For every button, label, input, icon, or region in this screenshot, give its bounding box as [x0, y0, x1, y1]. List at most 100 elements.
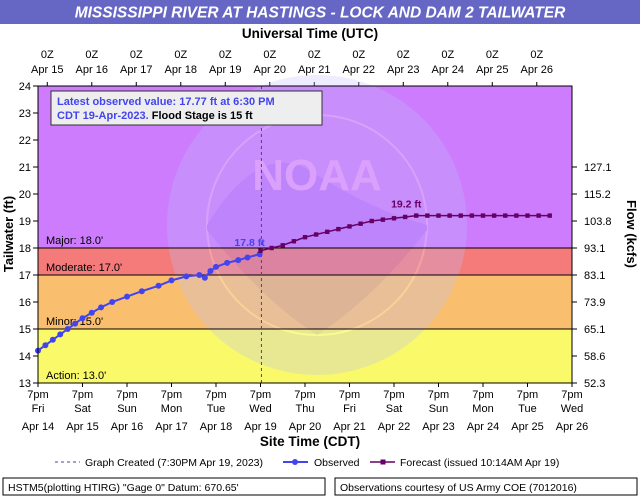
- observed-point: [42, 342, 49, 349]
- legend-observed-label: Observed: [314, 457, 360, 469]
- y-tick-label: 15: [19, 324, 31, 336]
- band-minor: [38, 275, 572, 329]
- y-tick-label: 18: [19, 243, 31, 255]
- utc-tick-date: Apr 25: [476, 64, 508, 76]
- observed-point: [109, 299, 116, 305]
- flow-tick-label: 93.1: [584, 243, 605, 255]
- utc-tick-date: Apr 17: [120, 64, 152, 76]
- cdt-tick-time: 7pm: [472, 389, 493, 401]
- left-axis-title: Tailwater (ft): [1, 196, 16, 272]
- utc-tick-date: Apr 23: [387, 64, 419, 76]
- utc-tick-time: 0Z: [130, 49, 143, 61]
- cdt-tick-date: Apr 25: [511, 421, 543, 433]
- forecast-point: [280, 243, 285, 248]
- legend: Graph Created (7:30PM Apr 19, 2023) Obse…: [55, 457, 559, 469]
- y-tick-label: 19: [19, 216, 31, 228]
- top-axis-title: Universal Time (UTC): [242, 26, 378, 41]
- forecast-point: [480, 213, 486, 218]
- utc-tick-time: 0Z: [308, 49, 321, 61]
- noaa-watermark-text: NOAA: [252, 151, 382, 200]
- observed-point: [49, 336, 56, 343]
- cdt-tick-date: Apr 16: [111, 421, 143, 433]
- y-tick-label: 23: [19, 108, 31, 120]
- cdt-tick-weekday: Sun: [117, 403, 137, 415]
- utc-tick-time: 0Z: [85, 49, 98, 61]
- utc-tick-time: 0Z: [263, 49, 276, 61]
- utc-tick-date: Apr 15: [31, 64, 63, 76]
- cdt-tick-date: Apr 14: [22, 421, 54, 433]
- chart-title: MISSISSIPPI RIVER AT HASTINGS - LOCK AND…: [75, 5, 566, 22]
- forecast-point: [336, 226, 341, 232]
- cdt-tick-date: Apr 24: [467, 421, 499, 433]
- threshold-label-major: Major: 18.0': [46, 235, 103, 247]
- y-tick-label: 24: [19, 81, 31, 93]
- utc-tick-date: Apr 19: [209, 64, 241, 76]
- noaa-watermark: NOAA: [167, 75, 467, 375]
- forecast-point: [313, 232, 319, 237]
- band-moderate: [38, 248, 572, 275]
- forecast-point: [536, 213, 541, 218]
- utc-tick-date: Apr 20: [254, 64, 286, 76]
- cdt-tick-weekday: Fri: [343, 403, 356, 415]
- cdt-tick-date: Apr 15: [66, 421, 98, 433]
- observed-point: [72, 320, 79, 327]
- footer-right-box: [334, 477, 638, 496]
- forecast-point: [547, 213, 552, 218]
- cdt-tick-time: 7pm: [205, 389, 226, 401]
- threshold-label-action: Action: 13.0': [46, 370, 106, 382]
- observed-point: [224, 259, 231, 266]
- cdt-tick-weekday: Wed: [249, 403, 271, 415]
- observed-point: [79, 315, 86, 322]
- legend-forecast-marker: [380, 459, 386, 465]
- utc-tick-time: 0Z: [530, 49, 543, 61]
- forecast-point: [391, 216, 397, 221]
- bottom-axis-title: Site Time (CDT): [260, 434, 360, 449]
- forecast-point: [414, 213, 419, 218]
- observed-point: [213, 263, 219, 270]
- utc-tick-time: 0Z: [219, 49, 232, 61]
- flow-tick-label: 83.1: [584, 270, 605, 282]
- cdt-tick-weekday: Wed: [561, 403, 583, 415]
- cdt-tick-date: Apr 19: [244, 421, 276, 433]
- cdt-tick-time: 7pm: [517, 389, 538, 401]
- flow-tick-label: 73.9: [584, 297, 605, 309]
- cdt-tick-weekday: Mon: [472, 403, 493, 415]
- cdt-tick-time: 7pm: [27, 389, 48, 401]
- cdt-tick-time: 7pm: [161, 389, 182, 401]
- cdt-tick-weekday: Sat: [74, 403, 91, 415]
- forecast-point: [425, 213, 430, 218]
- legend-created-label: Graph Created (7:30PM Apr 19, 2023): [85, 457, 263, 469]
- cdt-tick-time: 7pm: [116, 389, 137, 401]
- observed-point: [64, 326, 71, 332]
- forecast-point: [358, 221, 363, 226]
- utc-tick-time: 0Z: [397, 49, 410, 61]
- utc-tick-date: Apr 21: [298, 64, 330, 76]
- forecast-crest-label: 19.2 ft: [391, 199, 422, 211]
- utc-tick-time: 0Z: [174, 49, 187, 61]
- forecast-point: [491, 213, 497, 218]
- band-action: [38, 329, 572, 383]
- cdt-tick-date: Apr 21: [333, 421, 365, 433]
- observed-point: [88, 309, 95, 316]
- latest-value-box: Latest observed value: 17.77 ft at 6:30 …: [50, 90, 323, 126]
- cdt-tick-time: 7pm: [428, 389, 449, 401]
- utc-tick-date: Apr 22: [343, 64, 375, 76]
- footer-left-box: [2, 477, 326, 496]
- footer-courtesy-text: Observations courtesy of US Army COE (70…: [340, 482, 577, 494]
- cdt-tick-time: 7pm: [72, 389, 93, 401]
- cdt-tick-weekday: Sun: [429, 403, 449, 415]
- observed-point: [235, 257, 242, 264]
- y-tick-label: 22: [19, 135, 31, 147]
- forecast-point: [380, 217, 386, 222]
- cdt-tick-weekday: Fri: [32, 403, 45, 415]
- legend-forecast-label: Forecast (issued 10:14AM Apr 19): [400, 457, 559, 469]
- flow-tick-label: 127.1: [584, 162, 612, 174]
- utc-tick-date: Apr 18: [165, 64, 197, 76]
- flow-tick-label: 52.3: [584, 378, 605, 390]
- forecast-point: [469, 213, 475, 218]
- cdt-tick-date: Apr 18: [200, 421, 232, 433]
- cdt-tick-weekday: Tue: [518, 403, 537, 415]
- latest-value-date: CDT 19-Apr-2023.: [57, 110, 149, 122]
- cdt-tick-time: 7pm: [383, 389, 404, 401]
- flow-tick-label: 115.2: [584, 189, 611, 201]
